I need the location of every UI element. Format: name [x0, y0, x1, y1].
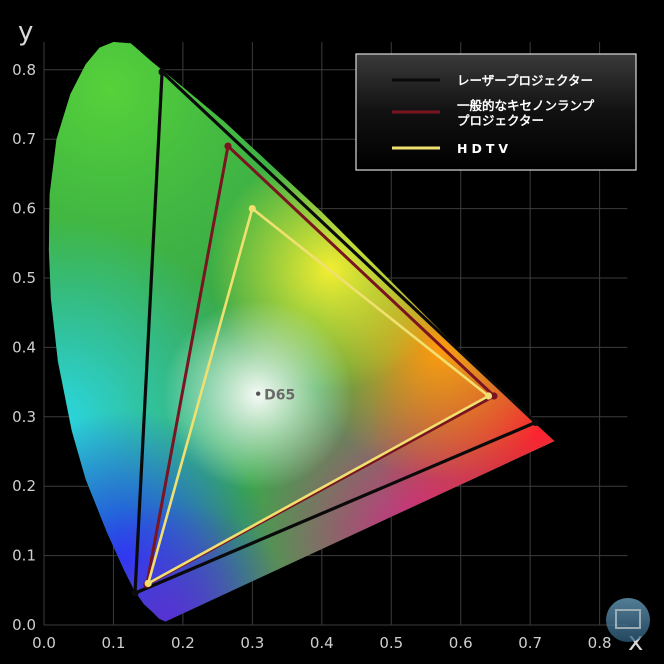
gamut-hdtv-triangle — [146, 207, 490, 585]
gamut-xenon-vertex — [224, 142, 232, 150]
gamut-xenon-triangle — [145, 144, 496, 587]
y-tick-label: 0.3 — [12, 408, 36, 426]
axis-ticks: 0.00.0 0.1 0.1 0.2 0.2 0.3 0.3 0.4 0.4 0.5 0.5 0.6 0… — [12, 61, 611, 652]
y-tick-label: 0.0 — [12, 616, 36, 634]
gamut-hdtv-vertex — [144, 579, 152, 588]
y-tick-label: 0.5 — [12, 269, 36, 287]
gamut-xenon-vertex — [490, 392, 498, 400]
x-tick-label: 0.5 — [379, 634, 403, 652]
gamut-laser-vertex — [532, 418, 540, 426]
legend-label-xenon-line2: プロジェクター — [457, 113, 544, 128]
x-tick-label: 0.2 — [171, 634, 195, 652]
y-tick-label: 0.6 — [12, 200, 36, 218]
legend: レーザープロジェクター 一般的なキセノンランプ プロジェクター HDTV — [355, 53, 637, 171]
legend-label-xenon-line1: 一般的なキセノンランプ — [457, 98, 595, 113]
y-tick-label: 0.7 — [12, 130, 36, 148]
gamut-laser-vertex — [131, 589, 139, 597]
legend-label-hdtv: HDTV — [457, 141, 512, 156]
x-tick-label: 0.7 — [518, 634, 542, 652]
gamut-hdtv-vertex — [484, 392, 493, 400]
x-tick-label: 0.8 — [588, 634, 612, 652]
x-tick-label: 0.1 — [102, 634, 126, 652]
d65-label: D65 — [264, 388, 295, 404]
legend-label-laser: レーザープロジェクター — [457, 73, 593, 88]
gamut-laser-vertex — [158, 68, 166, 76]
gamut-laser-triangle — [133, 70, 538, 595]
y-tick-label: 0.2 — [12, 477, 36, 495]
corner-logo — [606, 598, 650, 642]
y-axis-label: y — [18, 17, 33, 47]
d65-white-point: D65 — [255, 388, 295, 404]
x-tick-label: 0.0 — [32, 634, 56, 652]
x-tick-label: 0.6 — [449, 634, 473, 652]
gamut-triangles — [131, 68, 540, 597]
y-tick-label: 0.8 — [12, 61, 36, 79]
y-tick-label: 0.4 — [12, 338, 36, 356]
y-tick-label: 0.1 — [12, 547, 36, 565]
gamut-hdtv-vertex — [248, 205, 256, 213]
x-tick-label: 0.3 — [240, 634, 264, 652]
x-tick-label: 0.4 — [310, 634, 334, 652]
